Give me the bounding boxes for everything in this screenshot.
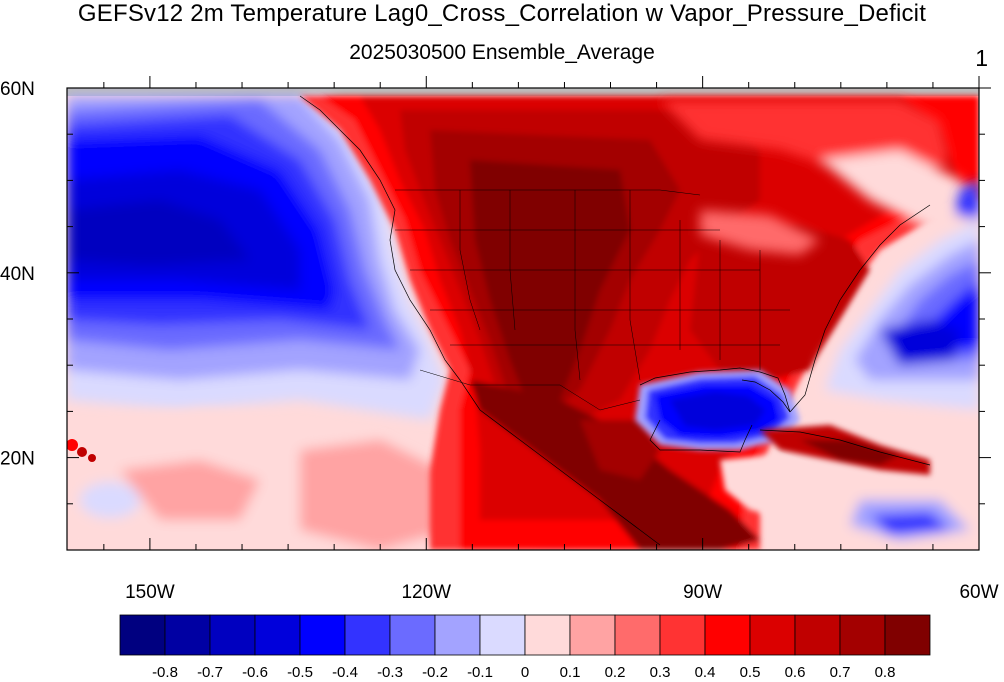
lat-tick-label: 40N xyxy=(0,264,35,285)
colorbar-swatch xyxy=(839,614,886,656)
colorbar-swatch xyxy=(209,614,256,656)
colorbar-label: -0.5 xyxy=(287,664,313,681)
caribbean xyxy=(720,425,930,520)
lat-tick-label: 60N xyxy=(0,79,35,100)
colorbar-swatch xyxy=(299,614,346,656)
colorbar-swatch xyxy=(794,614,841,656)
colorbar-swatch xyxy=(344,614,391,656)
colorbar-swatch xyxy=(704,614,751,656)
colorbar-label: -0.7 xyxy=(197,664,223,681)
colorbar-label: 0.5 xyxy=(740,664,761,681)
lon-tick-label: 60W xyxy=(959,582,998,603)
colorbar-label: -0.1 xyxy=(467,664,493,681)
colorbar-swatch xyxy=(749,614,796,656)
right-label: 1 xyxy=(975,45,988,71)
axis-ticks: 150W 120W 90W 60W 60N 40N 20N xyxy=(0,76,999,603)
colorbar-label: 0 xyxy=(521,664,529,681)
colorbar-swatch xyxy=(479,614,526,656)
colorbar-swatch xyxy=(569,614,616,656)
hawaii xyxy=(67,439,96,462)
colorbar-label: 0.2 xyxy=(605,664,626,681)
map-title: GEFSv12 2m Temperature Lag0_Cross_Correl… xyxy=(77,0,927,27)
colorbar-swatch xyxy=(659,614,706,656)
colorbar-swatch xyxy=(434,614,481,656)
coastlines xyxy=(299,95,931,546)
colorbar-label: -0.4 xyxy=(332,664,358,681)
colorbar-label: 0.8 xyxy=(875,664,896,681)
colorbar-label: -0.2 xyxy=(422,664,448,681)
colorbar-swatch xyxy=(254,614,301,656)
missing-data-band xyxy=(67,88,979,96)
map-field xyxy=(67,88,979,550)
borders xyxy=(395,189,790,411)
lon-tick-label: 120W xyxy=(401,582,451,603)
pacific-field xyxy=(67,96,445,420)
colorbar-label: 0.7 xyxy=(830,664,851,681)
colorbar-swatch xyxy=(164,614,211,656)
colorbar-swatch xyxy=(884,614,931,656)
colorbar-label: -0.8 xyxy=(152,664,178,681)
colorbar-swatch xyxy=(119,614,166,656)
colorbar-swatch xyxy=(614,614,661,656)
canada-patches xyxy=(660,100,979,255)
colorbar-swatch xyxy=(524,614,571,656)
colorbar-label: 0.1 xyxy=(560,664,581,681)
lon-tick-label: 150W xyxy=(125,582,175,603)
colorbar-label: 0.3 xyxy=(650,664,671,681)
map-subtitle: 2025030500 Ensemble_Average xyxy=(349,41,655,64)
colorbar-label: -0.3 xyxy=(377,664,403,681)
colorbar-label: 0.6 xyxy=(785,664,806,681)
colorbar-label: 0.4 xyxy=(695,664,716,681)
gulf-of-mexico xyxy=(635,370,800,450)
lon-tick-label: 90W xyxy=(683,582,722,603)
lat-tick-label: 20N xyxy=(0,449,35,470)
colorbar-label: -0.6 xyxy=(242,664,268,681)
colorbar: -0.8 -0.7 -0.6 -0.5 -0.4 -0.3 -0.2 -0.1 0 0.1 0.2 0… xyxy=(119,614,931,681)
colorbar-swatch xyxy=(389,614,436,656)
subtropical-pacific xyxy=(67,410,577,550)
